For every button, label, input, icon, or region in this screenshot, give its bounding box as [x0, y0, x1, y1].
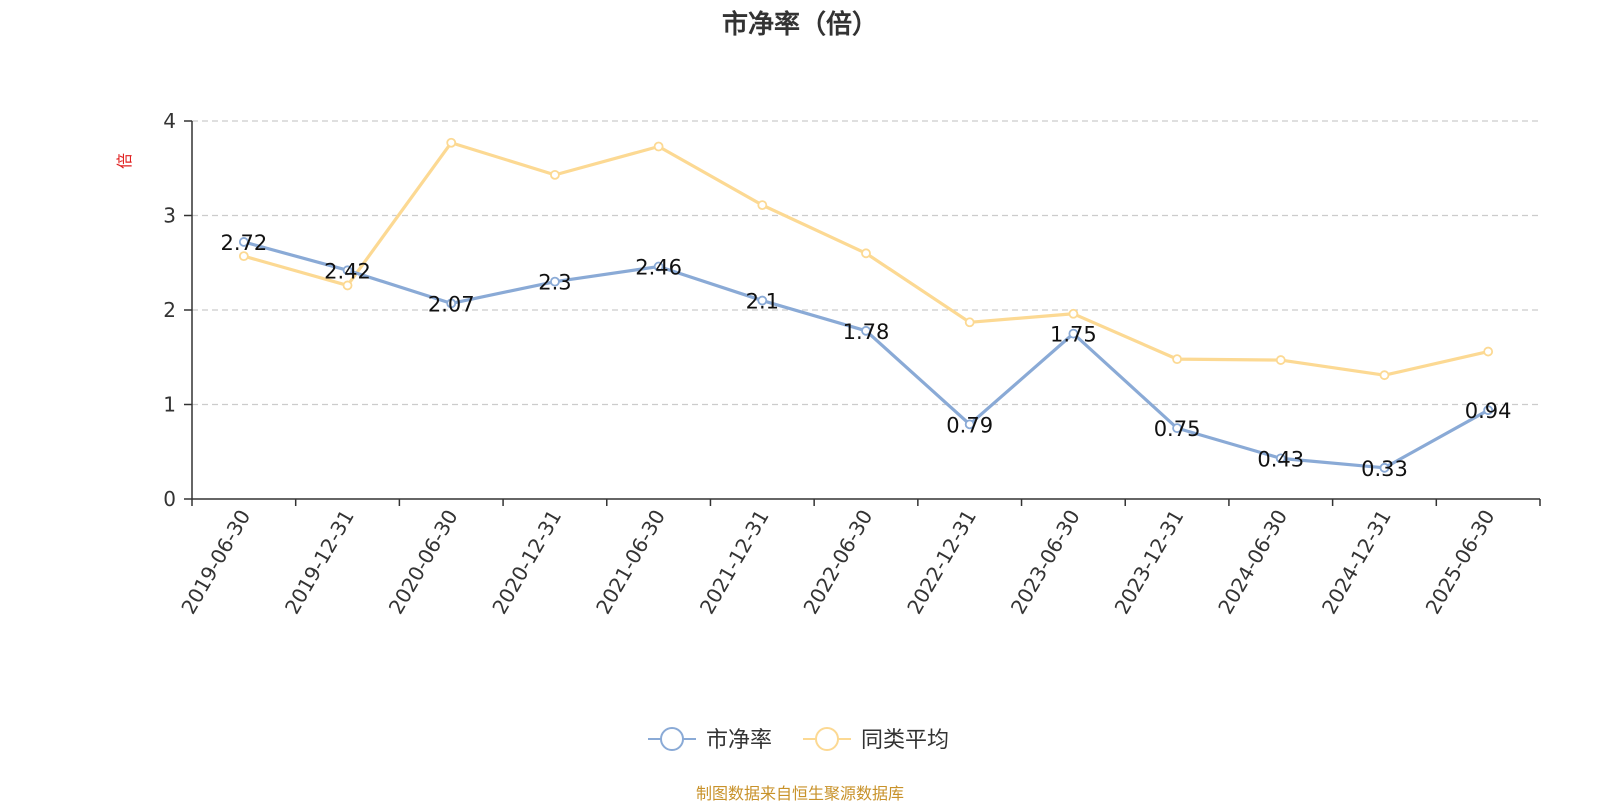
y-tick-label: 1: [163, 393, 176, 417]
series-1-point: [1172, 423, 1182, 434]
data-labels: 2.72 2.42 2.07 2.3 2.46 2.1 1.78 0.79 1.75 0.75 0.…: [220, 231, 1511, 481]
data-label: 0.75: [1154, 417, 1201, 441]
legend-item-1: 市净率: [648, 727, 772, 753]
data-label: 2.3: [538, 271, 571, 295]
series-1-point: [1275, 453, 1286, 464]
series-line-1: [243, 240, 1489, 470]
series-1-point: [964, 419, 975, 430]
x-tick-label: 2019-12-31: [280, 506, 359, 619]
x-tick-label: 2025-06-30: [1421, 506, 1500, 619]
series-2-point: [1483, 346, 1494, 357]
series-2-point: [757, 200, 768, 211]
series-2-point: [238, 251, 249, 262]
x-tick-label: 2019-06-30: [176, 506, 255, 619]
data-label: 2.72: [220, 231, 267, 255]
data-label: 1.78: [843, 320, 890, 344]
series-2-point: [1379, 370, 1390, 381]
x-tick-label: 2022-12-31: [902, 506, 981, 619]
x-tick-label: 2023-12-31: [1110, 506, 1189, 619]
series-1-point: [446, 298, 457, 309]
data-label: 2.07: [428, 292, 475, 316]
y-tick-label: 3: [163, 204, 176, 228]
legend-item-2: 同类平均: [803, 727, 949, 753]
y-tick-labels: 0 1 2 3 4: [163, 109, 176, 511]
x-tick-label: 2021-12-31: [695, 506, 774, 619]
x-tick-label: 2024-06-30: [1213, 506, 1292, 619]
data-label: 2.1: [746, 290, 779, 314]
chart-title: 市净率（倍）: [721, 10, 878, 40]
series-1-point: [238, 237, 249, 247]
x-tick-labels: 2019-06-30 2019-12-31 2020-06-30 2020-12-31…: [176, 506, 1499, 619]
series-2-point: [861, 248, 871, 259]
x-tick-label: 2020-06-30: [384, 506, 463, 619]
series-2-point: [653, 141, 664, 152]
x-tick-label: 2021-06-30: [591, 506, 670, 619]
series-2-point: [342, 280, 353, 291]
x-tick-label: 2024-12-31: [1317, 506, 1396, 619]
series-group: [238, 137, 1494, 473]
data-label: 0.43: [1257, 447, 1304, 471]
legend-marker: [660, 727, 684, 751]
y-axis-title: 倍: [115, 153, 134, 169]
series-2-point: [964, 317, 975, 328]
series-1-point: [342, 265, 353, 276]
series-2-point: [446, 137, 457, 148]
series-1-point: [1068, 328, 1079, 339]
axes: [184, 120, 1541, 506]
x-tick-label: 2020-12-31: [487, 506, 566, 619]
data-label: 0.33: [1361, 457, 1408, 481]
legend: 市净率 同类平均: [648, 727, 949, 753]
series-1-point: [653, 261, 664, 272]
series-1-point: [1379, 462, 1390, 473]
data-label: 0.79: [946, 413, 993, 437]
y-tick-label: 2: [163, 298, 176, 322]
legend-label: 同类平均: [861, 728, 949, 753]
source-note: 制图数据来自恒生聚源数据库: [695, 784, 904, 803]
series-1-point: [861, 325, 871, 336]
y-tick-label: 4: [163, 109, 176, 133]
data-label: 0.94: [1465, 399, 1512, 423]
series-1-point: [550, 276, 560, 287]
grid-lines: [192, 120, 1540, 406]
legend-marker: [815, 727, 839, 751]
data-label: 2.46: [635, 256, 682, 280]
legend-label: 市净率: [706, 728, 772, 753]
series-2-point: [1275, 355, 1286, 365]
x-tick-label: 2023-06-30: [1006, 506, 1085, 619]
series-2-point: [550, 169, 560, 180]
series-2-point: [1068, 308, 1079, 319]
series-1-point: [1483, 405, 1494, 416]
x-tick-label: 2022-06-30: [798, 506, 877, 619]
data-label: 2.42: [324, 259, 371, 283]
data-label: 1.75: [1050, 323, 1097, 347]
y-tick-label: 0: [163, 487, 176, 511]
series-2-point: [1172, 354, 1182, 365]
series-1-point: [757, 295, 768, 306]
